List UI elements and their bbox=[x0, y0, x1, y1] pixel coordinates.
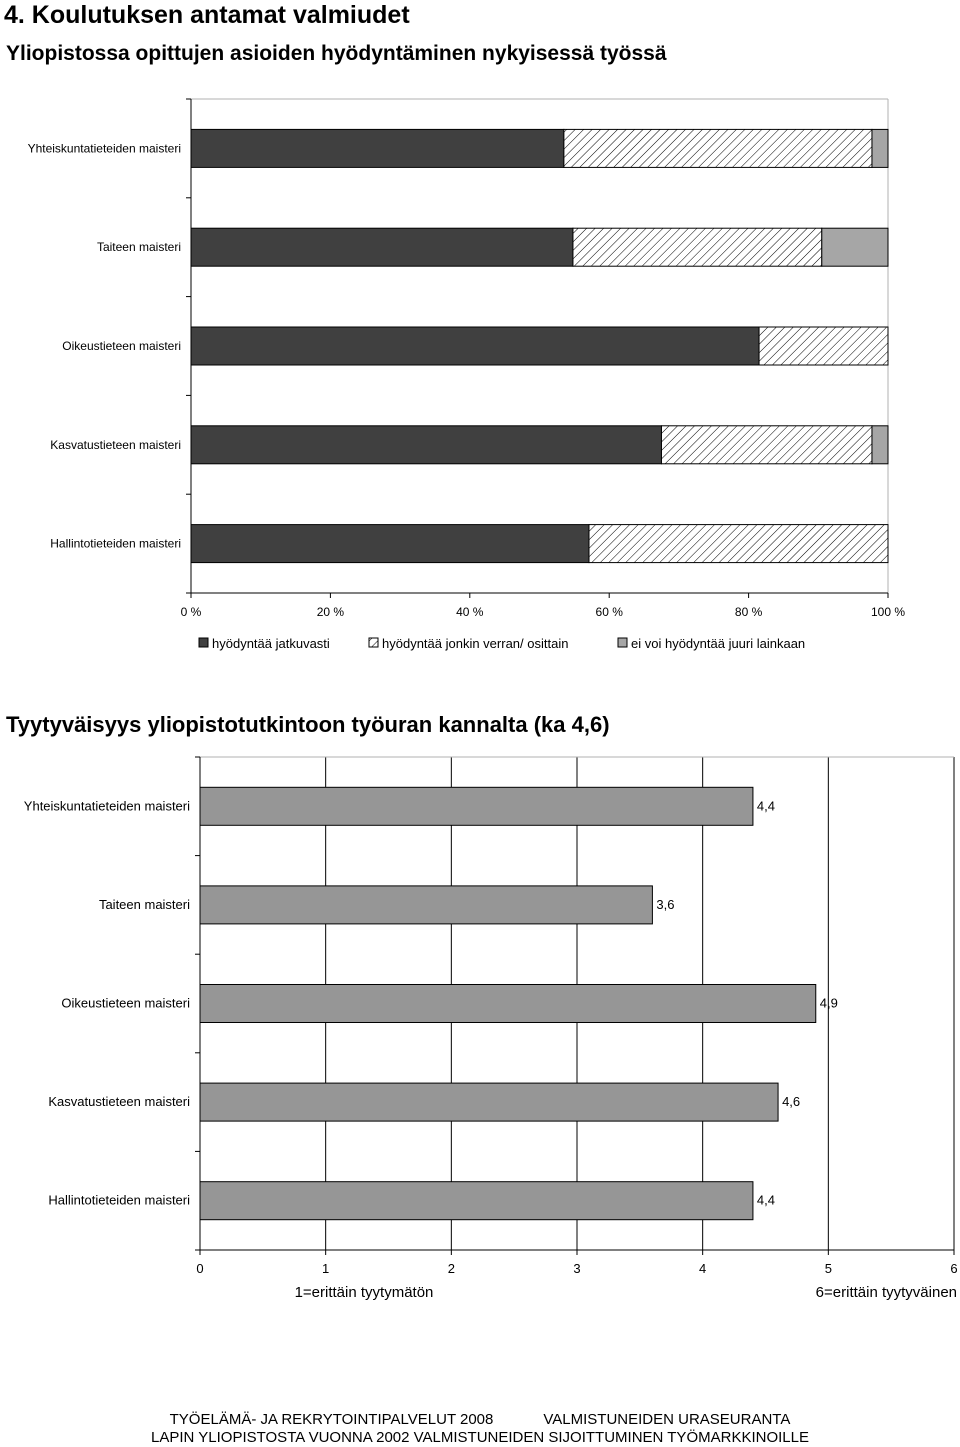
category-label: Oikeustieteen maisteri bbox=[61, 996, 190, 1011]
section-title: 4. Koulutuksen antamat valmiudet bbox=[4, 1, 410, 29]
category-label: Hallintotieteiden maisteri bbox=[48, 1193, 190, 1208]
bar-segment-hyodyntaa-jatkuvasti bbox=[190, 425, 662, 465]
x-tick-label: 80 % bbox=[735, 605, 763, 619]
bar-segment-hyodyntaa-jonkin-verran-osittain bbox=[660, 425, 873, 465]
x-tick-label: 1 bbox=[322, 1261, 329, 1276]
bar-segment-hyodyntaa-jonkin-verran-osittain bbox=[588, 524, 889, 564]
data-label: 4,9 bbox=[820, 996, 838, 1011]
bar-segment-ei-voi-hyodyntaa-juuri-lainkaan bbox=[821, 227, 889, 267]
bar-segment-hyodyntaa-jonkin-verran-osittain bbox=[758, 326, 889, 366]
data-label: 4,4 bbox=[757, 1193, 775, 1208]
x-tick-label: 100 % bbox=[871, 605, 905, 619]
chart1-title: Yliopistossa opittujen asioiden hyödyntä… bbox=[6, 42, 667, 65]
category-label: Kasvatustieteen maisteri bbox=[48, 1094, 190, 1109]
legend-label-hyodyntaa-jatkuvasti: hyödyntää jatkuvasti bbox=[212, 636, 330, 651]
chart2-title: Tyytyväisyys yliopistotutkintoon työuran… bbox=[6, 712, 610, 737]
category-label: Hallintotieteiden maisteri bbox=[50, 537, 181, 551]
data-label: 4,6 bbox=[782, 1094, 800, 1109]
footer-line-1: TYÖELÄMÄ- JA REKRYTOINTIPALVELUT 2008 VAL… bbox=[0, 1410, 960, 1429]
bar bbox=[199, 1082, 779, 1122]
legend-swatch-ei-voi-hyodyntaa-juuri-lainkaan bbox=[617, 637, 628, 648]
x-tick-label: 4 bbox=[699, 1261, 706, 1276]
x-tick-label: 3 bbox=[573, 1261, 580, 1276]
x-tick-label: 5 bbox=[825, 1261, 832, 1276]
scale-low-label: 1=erittäin tyytymätön bbox=[295, 1284, 434, 1301]
bar-segment-hyodyntaa-jatkuvasti bbox=[190, 227, 574, 267]
bar bbox=[199, 1181, 754, 1221]
satisfaction-bar-chart: 0 1 2 3 4 5 6 Yhteiskuntatieteiden maisteri 4,4 T… bbox=[24, 756, 958, 1301]
legend-swatch-hyodyntaa-jonkin-verran-osittain bbox=[368, 637, 379, 648]
footer-org: TYÖELÄMÄ- JA REKRYTOINTIPALVELUT 2008 bbox=[169, 1411, 494, 1428]
legend-label-hyodyntaa-jonkin-verran-osittain: hyödyntää jonkin verran/ osittain bbox=[382, 636, 568, 651]
bar bbox=[199, 786, 754, 826]
category-label: Yhteiskuntatieteiden maisteri bbox=[24, 798, 190, 813]
bar-segment-hyodyntaa-jonkin-verran-osittain bbox=[572, 227, 823, 267]
data-label: 3,6 bbox=[656, 897, 674, 912]
bar-segment-hyodyntaa-jonkin-verran-osittain bbox=[563, 128, 873, 168]
legend-swatch-hyodyntaa-jatkuvasti bbox=[198, 637, 209, 648]
footer-line-2: LAPIN YLIOPISTOSTA VUONNA 2002 VALMISTUN… bbox=[151, 1429, 809, 1446]
category-label: Oikeustieteen maisteri bbox=[62, 339, 181, 353]
bar bbox=[199, 984, 817, 1023]
category-label: Taiteen maisteri bbox=[99, 897, 190, 912]
usage-stacked-bar-chart: 0 % 20 % 40 % 60 % 80 % 100 % Yhteiskuntatiete… bbox=[28, 98, 905, 651]
legend-label-ei-voi-hyodyntaa-juuri-lainkaan: ei voi hyödyntää juuri lainkaan bbox=[631, 636, 805, 651]
category-label: Kasvatustieteen maisteri bbox=[50, 438, 181, 452]
x-tick-label: 20 % bbox=[317, 605, 345, 619]
category-label: Taiteen maisteri bbox=[97, 240, 181, 254]
bar bbox=[199, 885, 653, 925]
x-tick-label: 0 bbox=[196, 1261, 203, 1276]
x-tick-label: 6 bbox=[950, 1261, 957, 1276]
data-label: 4,4 bbox=[757, 798, 775, 813]
x-tick-label: 0 % bbox=[181, 605, 202, 619]
bar-segment-ei-voi-hyodyntaa-juuri-lainkaan bbox=[871, 128, 889, 168]
x-tick-label: 60 % bbox=[596, 605, 624, 619]
x-tick-label: 40 % bbox=[456, 605, 484, 619]
bar-segment-ei-voi-hyodyntaa-juuri-lainkaan bbox=[871, 425, 889, 465]
bar-segment-hyodyntaa-jatkuvasti bbox=[190, 326, 760, 366]
footer-report: VALMISTUNEIDEN URASEURANTA bbox=[543, 1411, 791, 1428]
category-label: Yhteiskuntatieteiden maisteri bbox=[28, 141, 181, 155]
scale-high-label: 6=erittäin tyytyväinen bbox=[816, 1284, 957, 1301]
bar-segment-hyodyntaa-jatkuvasti bbox=[190, 128, 565, 168]
x-tick-label: 2 bbox=[448, 1261, 455, 1276]
